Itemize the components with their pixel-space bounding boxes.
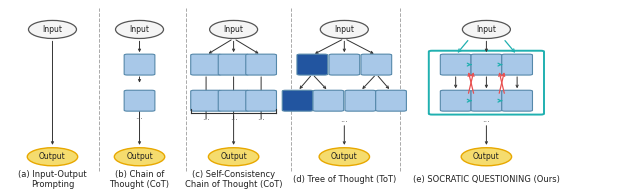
Text: Output: Output <box>331 152 358 161</box>
Text: Input: Input <box>223 25 244 34</box>
Text: Output: Output <box>39 152 66 161</box>
FancyBboxPatch shape <box>218 54 249 75</box>
Text: Input: Input <box>334 25 355 34</box>
FancyBboxPatch shape <box>471 90 502 111</box>
Ellipse shape <box>319 148 369 166</box>
Ellipse shape <box>116 21 164 39</box>
FancyBboxPatch shape <box>191 90 221 111</box>
Ellipse shape <box>28 148 77 166</box>
FancyBboxPatch shape <box>218 90 249 111</box>
FancyBboxPatch shape <box>124 54 155 75</box>
Text: ...: ... <box>340 115 348 124</box>
Ellipse shape <box>29 21 77 39</box>
Text: Input: Input <box>42 25 63 34</box>
FancyBboxPatch shape <box>471 54 502 75</box>
Text: (c) Self-Consistency
Chain of Thought (CoT): (c) Self-Consistency Chain of Thought (C… <box>185 170 282 189</box>
Ellipse shape <box>209 148 259 166</box>
Text: Output: Output <box>473 152 500 161</box>
FancyBboxPatch shape <box>246 90 276 111</box>
FancyBboxPatch shape <box>297 54 328 75</box>
FancyBboxPatch shape <box>124 90 155 111</box>
FancyBboxPatch shape <box>440 90 471 111</box>
Text: (d) Tree of Thought (ToT): (d) Tree of Thought (ToT) <box>292 175 396 184</box>
Text: Input: Input <box>129 25 150 34</box>
FancyBboxPatch shape <box>313 90 344 111</box>
Text: (e) SOCRATIC QUESTIONING (Ours): (e) SOCRATIC QUESTIONING (Ours) <box>413 175 560 184</box>
Ellipse shape <box>461 148 511 166</box>
FancyBboxPatch shape <box>440 54 471 75</box>
Text: ...: ... <box>230 113 237 122</box>
Ellipse shape <box>321 21 369 39</box>
Text: Output: Output <box>126 152 153 161</box>
FancyBboxPatch shape <box>376 90 406 111</box>
FancyBboxPatch shape <box>361 54 392 75</box>
Ellipse shape <box>462 21 511 39</box>
FancyBboxPatch shape <box>502 54 532 75</box>
Text: ...: ... <box>257 113 265 122</box>
Ellipse shape <box>115 148 164 166</box>
Text: (b) Chain of
Thought (CoT): (b) Chain of Thought (CoT) <box>109 170 170 189</box>
Text: Output: Output <box>220 152 247 161</box>
Text: ...: ... <box>136 112 143 121</box>
Text: ...: ... <box>202 113 210 122</box>
FancyBboxPatch shape <box>191 54 221 75</box>
Text: Input: Input <box>476 25 497 34</box>
FancyBboxPatch shape <box>345 90 376 111</box>
FancyBboxPatch shape <box>329 54 360 75</box>
Text: ...: ... <box>483 115 490 124</box>
Text: (a) Input-Output
Prompting: (a) Input-Output Prompting <box>18 170 87 189</box>
Ellipse shape <box>210 21 258 39</box>
FancyBboxPatch shape <box>282 90 313 111</box>
FancyBboxPatch shape <box>246 54 276 75</box>
FancyBboxPatch shape <box>502 90 532 111</box>
